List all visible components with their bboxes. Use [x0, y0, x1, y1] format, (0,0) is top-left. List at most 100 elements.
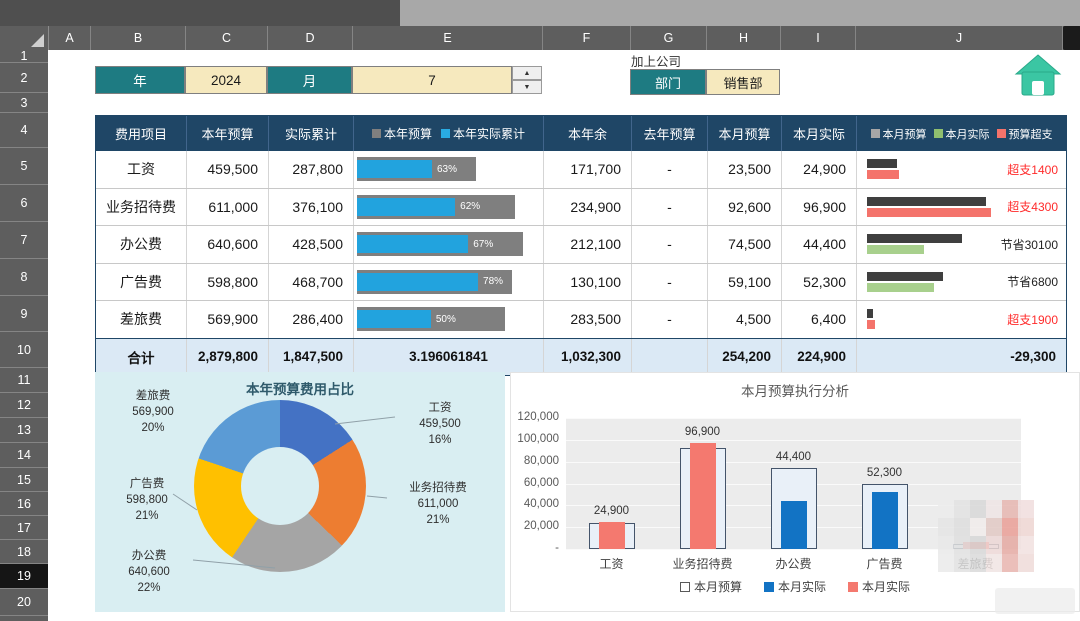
month-value-cell[interactable]: 7	[352, 66, 512, 94]
dept-value-cell[interactable]: 销售部	[706, 69, 780, 95]
annual-remaining-cell[interactable]: 171,700	[543, 151, 631, 188]
mini-bars	[867, 159, 899, 180]
row-header-7[interactable]: 7	[0, 222, 48, 259]
month-budget-cell[interactable]: 59,100	[707, 263, 781, 300]
total-variance-cell[interactable]: -29,300	[856, 338, 1066, 375]
total-month-budget-cell[interactable]: 254,200	[707, 338, 781, 375]
month-variance-cell[interactable]: 超支4300	[856, 188, 1066, 225]
mosaic-pixel	[986, 554, 1002, 572]
last-year-budget-cell[interactable]: -	[631, 226, 707, 263]
annual-budget-cell[interactable]: 640,600	[186, 226, 268, 263]
row-header-12[interactable]: 12	[0, 393, 48, 418]
expense-name-cell[interactable]: 工资	[127, 161, 155, 178]
column-header-E[interactable]: E	[353, 26, 543, 50]
row-header-3[interactable]: 3	[0, 93, 48, 113]
column-header-B[interactable]: B	[91, 26, 186, 50]
expense-name-cell[interactable]: 办公费	[120, 236, 162, 253]
spinner-down-button[interactable]: ▼	[512, 80, 542, 94]
annual-remaining-cell[interactable]: 212,100	[543, 226, 631, 263]
actual-cumulative-cell[interactable]: 468,700	[268, 263, 353, 300]
annual-budget-donut-chart[interactable]: 本年预算费用占比 工资 459,500 16% 业务招待费 611,000 21% 办公费 6…	[95, 372, 505, 612]
column-header-A[interactable]: A	[49, 26, 91, 50]
year-value-cell[interactable]: 2024	[185, 66, 267, 94]
progress-percent-label: 67%	[473, 238, 494, 250]
row-header-16[interactable]: 16	[0, 492, 48, 516]
annual-progress-bar-cell[interactable]: 67%	[353, 226, 543, 263]
annual-progress-bar-cell[interactable]: 63%	[353, 151, 543, 188]
annual-budget-cell[interactable]: 598,800	[186, 263, 268, 300]
month-actual-cell[interactable]: 44,400	[781, 226, 856, 263]
column-header-C[interactable]: C	[186, 26, 268, 50]
spinner-up-button[interactable]: ▲	[512, 66, 542, 80]
annual-budget-cell[interactable]: 459,500	[186, 151, 268, 188]
last-year-budget-cell[interactable]: -	[631, 301, 707, 338]
total-annual-budget-cell[interactable]: 2,879,800	[186, 338, 268, 375]
row-header-11[interactable]: 11	[0, 368, 48, 393]
last-year-budget-cell[interactable]: -	[631, 263, 707, 300]
total-actual-cumulative-cell[interactable]: 1,847,500	[268, 338, 353, 375]
row-header-13[interactable]: 13	[0, 418, 48, 443]
column-header-D[interactable]: D	[268, 26, 353, 50]
month-budget-cell[interactable]: 23,500	[707, 151, 781, 188]
actual-cumulative-cell[interactable]: 287,800	[268, 151, 353, 188]
y-tick-label: 120,000	[517, 411, 559, 423]
actual-cumulative-cell[interactable]: 286,400	[268, 301, 353, 338]
annual-budget-cell[interactable]: 569,900	[186, 301, 268, 338]
month-variance-cell[interactable]: 节省6800	[856, 263, 1066, 300]
row-header-19[interactable]: 19	[0, 564, 48, 589]
row-header-1[interactable]: 1	[0, 49, 48, 63]
annual-remaining-cell[interactable]: 130,100	[543, 263, 631, 300]
row-header-5[interactable]: 5	[0, 148, 48, 185]
actual-cumulative-cell[interactable]: 376,100	[268, 188, 353, 225]
month-budget-cell[interactable]: 92,600	[707, 188, 781, 225]
annual-progress-bar-cell[interactable]: 78%	[353, 263, 543, 300]
expense-name-cell[interactable]: 广告费	[120, 273, 162, 290]
legend-swatch-icon	[870, 129, 880, 138]
annual-remaining-cell[interactable]: 234,900	[543, 188, 631, 225]
total-month-actual-cell[interactable]: 224,900	[781, 338, 856, 375]
annual-budget-cell[interactable]: 611,000	[186, 188, 268, 225]
row-header-6[interactable]: 6	[0, 185, 48, 222]
last-year-budget-cell[interactable]: -	[631, 188, 707, 225]
actual-cumulative-cell[interactable]: 428,500	[268, 226, 353, 263]
annual-progress-bar-cell[interactable]: 62%	[353, 188, 543, 225]
home-icon[interactable]	[1014, 52, 1062, 100]
total-annual-remaining-cell[interactable]: 1,032,300	[543, 338, 631, 375]
row-header-14[interactable]: 14	[0, 443, 48, 468]
column-header-H[interactable]: H	[707, 26, 781, 50]
column-header-I[interactable]: I	[781, 26, 856, 50]
annual-progress-bar-cell[interactable]: 50%	[353, 301, 543, 338]
row-header-10[interactable]: 10	[0, 332, 48, 368]
month-actual-cell[interactable]: 96,900	[781, 188, 856, 225]
month-actual-cell[interactable]: 24,900	[781, 151, 856, 188]
month-execution-bar-chart[interactable]: 本月预算执行分析 120,000 100,000 80,000 60,000 40,00…	[510, 372, 1080, 612]
column-header-G[interactable]: G	[631, 26, 707, 50]
row-header-17[interactable]: 17	[0, 516, 48, 540]
table-header-col-2: 实际累计	[268, 116, 353, 151]
row-header-15[interactable]: 15	[0, 468, 48, 492]
last-year-budget-cell[interactable]: -	[631, 151, 707, 188]
month-variance-cell[interactable]: 超支1900	[856, 301, 1066, 338]
total-percent-raw-cell[interactable]: 3.196061841	[353, 338, 543, 375]
row-header-18[interactable]: 18	[0, 540, 48, 564]
row-header-9[interactable]: 9	[0, 296, 48, 332]
expense-name-cell[interactable]: 差旅费	[120, 311, 162, 328]
month-variance-cell[interactable]: 超支1400	[856, 151, 1066, 188]
expense-name-cell[interactable]: 业务招待费	[106, 198, 176, 215]
row-header-2[interactable]: 2	[0, 63, 48, 93]
month-budget-cell[interactable]: 4,500	[707, 301, 781, 338]
month-actual-cell[interactable]: 52,300	[781, 263, 856, 300]
x-category-label-业务招待费: 业务招待费	[672, 557, 733, 571]
annual-remaining-cell[interactable]: 283,500	[543, 301, 631, 338]
select-all-corner[interactable]	[0, 26, 49, 50]
total-last-year-cell[interactable]	[631, 338, 707, 375]
row-header-8[interactable]: 8	[0, 259, 48, 296]
column-header-J[interactable]: J	[856, 26, 1063, 50]
mini-bars	[867, 196, 992, 217]
row-header-4[interactable]: 4	[0, 113, 48, 148]
column-header-F[interactable]: F	[543, 26, 631, 50]
month-actual-cell[interactable]: 6,400	[781, 301, 856, 338]
month-variance-cell[interactable]: 节省30100	[856, 226, 1066, 263]
row-header-20[interactable]: 20	[0, 589, 48, 616]
month-budget-cell[interactable]: 74,500	[707, 226, 781, 263]
